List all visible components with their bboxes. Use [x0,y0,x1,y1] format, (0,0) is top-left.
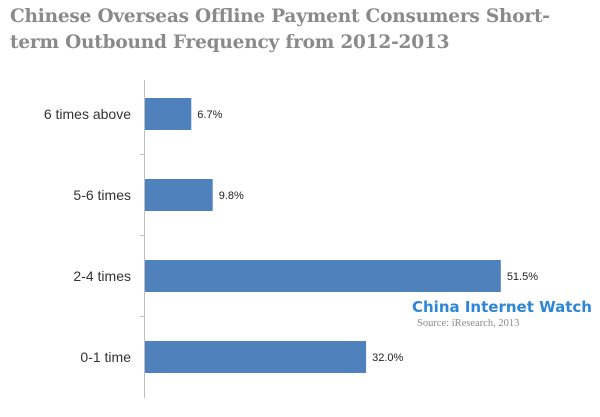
bar-0-1-time [145,341,367,373]
category-label: 6 times above [44,106,131,122]
source-note: Source: iResearch, 2013 [417,318,520,329]
value-label: 32.0% [372,352,403,364]
value-label: 6.7% [197,109,222,121]
category-label: 5-6 times [73,187,131,203]
bar-6-times-above [145,98,192,130]
watermark-brand: China Internet Watch [412,298,592,316]
value-label: 51.5% [507,271,538,283]
bar-2-4-times [145,260,501,292]
bar-5-6-times [145,179,213,211]
chart-title: Chinese Overseas Offline Payment Consume… [10,6,550,53]
category-label: 2-4 times [73,268,131,284]
value-label: 9.8% [219,190,244,202]
category-label: 0-1 time [80,349,131,365]
